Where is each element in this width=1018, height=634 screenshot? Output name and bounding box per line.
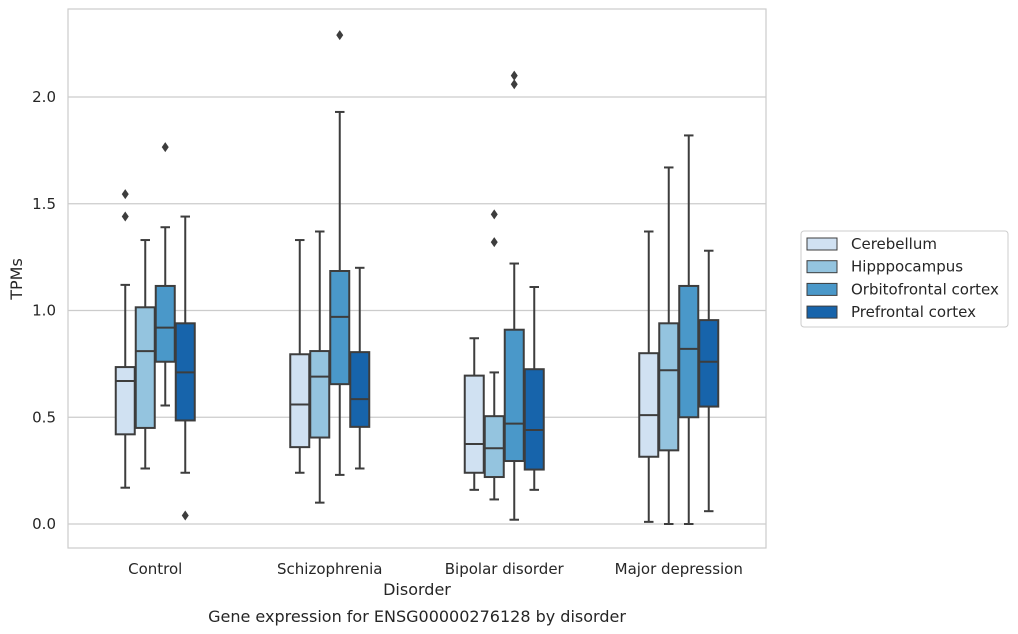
x-tick-labels: Control Schizophrenia Bipolar disorder Majo… bbox=[128, 560, 743, 578]
box-cerebellum-schizophrenia bbox=[289, 239, 311, 474]
box-orbitofrontal-cortex-schizophrenia bbox=[329, 30, 351, 476]
outlier-point bbox=[181, 510, 189, 521]
y-axis-label: TPMs bbox=[7, 258, 26, 301]
legend-label: Prefrontal cortex bbox=[851, 303, 976, 321]
box-hipppocampus-bipolar-disorder bbox=[483, 209, 505, 501]
box-prefrontal-cortex-control bbox=[174, 215, 196, 521]
box-orbitofrontal-cortex-major-depression bbox=[678, 134, 700, 525]
outlier-point bbox=[510, 79, 518, 90]
box-iqr bbox=[329, 270, 351, 386]
legend: Cerebellum Hipppocampus Orbitofrontal cort… bbox=[800, 230, 1009, 328]
box-iqr bbox=[658, 322, 680, 452]
box-iqr bbox=[463, 374, 485, 474]
outlier-point bbox=[336, 30, 344, 41]
box-iqr bbox=[289, 353, 311, 449]
box-orbitofrontal-cortex-bipolar-disorder bbox=[503, 70, 525, 521]
box-prefrontal-cortex-major-depression bbox=[698, 249, 720, 513]
box-iqr bbox=[114, 366, 136, 436]
outlier-point bbox=[510, 70, 518, 81]
y-tick-label: 0.0 bbox=[32, 515, 56, 533]
x-tick-label: Control bbox=[128, 560, 182, 578]
y-tick-label: 2.0 bbox=[32, 88, 56, 106]
chart-caption: Gene expression for ENSG00000276128 by d… bbox=[208, 607, 626, 626]
plot-frame bbox=[67, 8, 767, 549]
box-hipppocampus-schizophrenia bbox=[309, 230, 331, 504]
x-tick-label: Schizophrenia bbox=[277, 560, 382, 578]
box-hipppocampus-major-depression bbox=[658, 166, 680, 525]
box-prefrontal-cortex-bipolar-disorder bbox=[523, 286, 545, 491]
legend-swatch bbox=[806, 282, 838, 296]
box-layer bbox=[114, 30, 720, 525]
box-prefrontal-cortex-schizophrenia bbox=[349, 266, 371, 470]
box-iqr bbox=[134, 306, 156, 429]
outlier-point bbox=[161, 142, 169, 153]
x-tick-label: Major depression bbox=[615, 560, 743, 578]
box-iqr bbox=[678, 284, 700, 419]
box-orbitofrontal-cortex-control bbox=[154, 142, 176, 407]
box-iqr bbox=[483, 415, 505, 479]
legend-frame bbox=[800, 230, 1009, 328]
box-iqr bbox=[349, 351, 371, 428]
legend-swatch bbox=[806, 237, 838, 251]
y-tick-labels: 0.0 0.5 1.0 1.5 2.0 bbox=[32, 88, 56, 533]
outlier-point bbox=[121, 211, 129, 222]
x-axis-label: Disorder bbox=[383, 580, 451, 599]
legend-swatch bbox=[806, 305, 838, 319]
y-tick-label: 1.0 bbox=[32, 302, 56, 320]
box-iqr bbox=[698, 319, 720, 408]
box-hipppocampus-control bbox=[134, 239, 156, 470]
box-iqr bbox=[523, 368, 545, 471]
box-cerebellum-major-depression bbox=[638, 230, 660, 523]
box-iqr bbox=[154, 284, 176, 363]
outlier-point bbox=[490, 237, 498, 248]
legend-label: Cerebellum bbox=[851, 235, 937, 253]
box-iqr bbox=[309, 350, 331, 439]
outlier-point bbox=[121, 189, 129, 200]
box-cerebellum-bipolar-disorder bbox=[463, 337, 485, 491]
box-cerebellum-control bbox=[114, 189, 136, 489]
y-tick-label: 0.5 bbox=[32, 408, 56, 426]
legend-swatch bbox=[806, 260, 838, 274]
outlier-point bbox=[490, 209, 498, 220]
legend-label: Orbitofrontal cortex bbox=[851, 280, 999, 298]
box-iqr bbox=[638, 352, 660, 458]
y-tick-label: 1.5 bbox=[32, 195, 56, 213]
x-tick-label: Bipolar disorder bbox=[445, 560, 565, 578]
legend-label: Hipppocampus bbox=[851, 258, 963, 276]
box-iqr bbox=[503, 328, 525, 463]
